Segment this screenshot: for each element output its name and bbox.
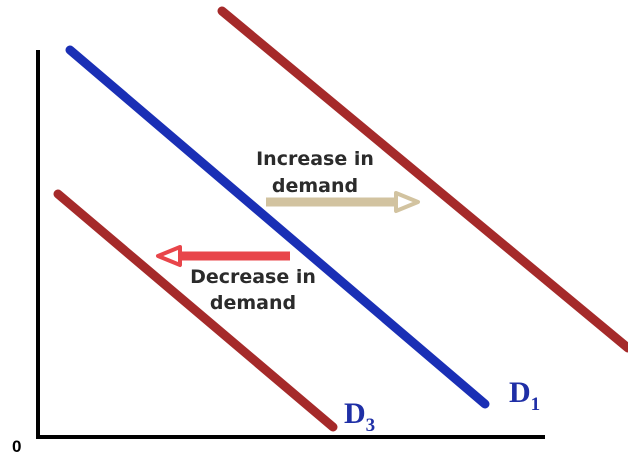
origin-label: 0 (12, 437, 21, 454)
curve-label-d3-subscript: 3 (366, 415, 376, 436)
decrease-label-line2: demand (210, 292, 296, 314)
decrease-arrow (156, 245, 290, 267)
demand-curve-d3 (53, 189, 338, 432)
increase-arrow (266, 191, 420, 213)
curve-label-d1: D1 (509, 376, 540, 415)
curve-label-d1-letter: D (509, 376, 531, 409)
curve-label-d1-subscript: 1 (531, 394, 541, 415)
increase-label-line2: demand (272, 175, 358, 197)
curve-label-d3-letter: D (344, 397, 366, 430)
demand-curve-d2 (217, 6, 628, 353)
increase-label-line1: Increase in (256, 148, 374, 170)
demand-curve-d1 (65, 45, 490, 409)
curve-label-d3: D3 (344, 397, 375, 436)
decrease-label-line1: Decrease in (190, 266, 316, 288)
